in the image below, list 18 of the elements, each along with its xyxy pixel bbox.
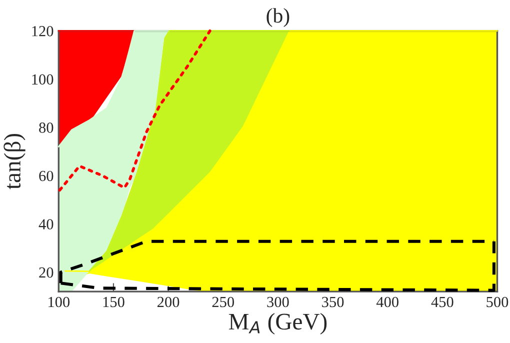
x-tick-label: 450 [431, 296, 454, 308]
x-tick-label: 100 [48, 296, 70, 308]
y-tick-label: 120 [32, 26, 54, 36]
y-axis-title: tan(β) [4, 134, 26, 190]
x-tick-label: 300 [267, 296, 289, 308]
x-axis-title: M$_{A}$ (GeV) [228, 313, 327, 334]
y-tick-label: 20 [39, 267, 54, 278]
y-tick-label: 100 [32, 74, 54, 85]
x-tick-label: 150 [103, 296, 124, 308]
x-tick-label: 400 [376, 296, 398, 308]
y-tick-label: 80 [39, 122, 54, 133]
x-tick-label: 200 [158, 296, 180, 308]
chart-title: (b) [266, 8, 290, 27]
x-tick-label: 350 [322, 296, 344, 308]
y-tick-label: 40 [38, 219, 54, 230]
x-tick-label: 500 [486, 296, 508, 308]
y-tick-label: 60 [39, 170, 54, 182]
x-tick-label: 250 [212, 296, 234, 308]
